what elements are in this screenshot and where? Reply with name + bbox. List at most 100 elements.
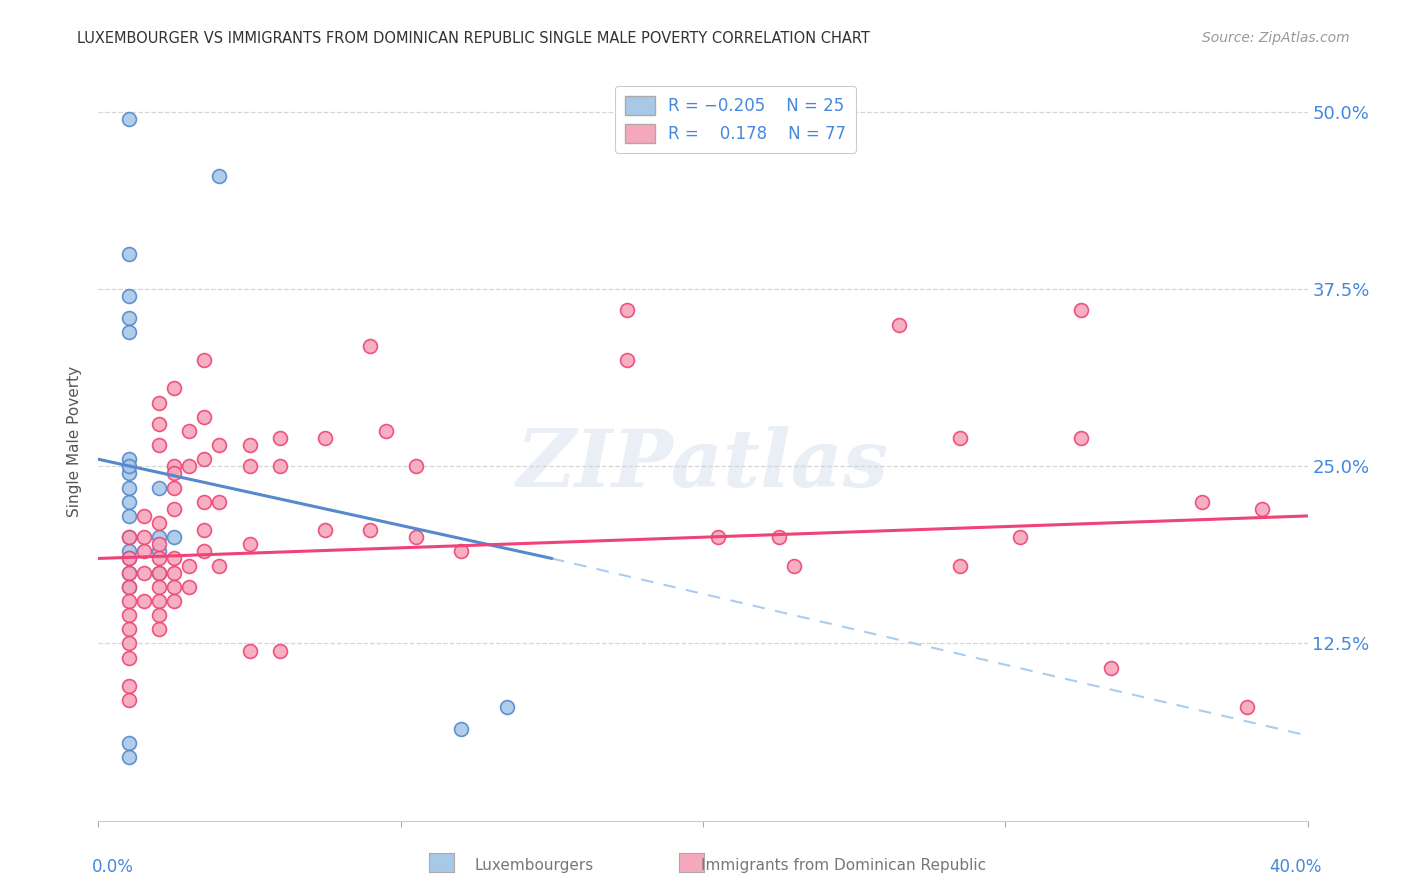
Point [239, 643, 262, 657]
Point [269, 643, 291, 657]
Point [148, 566, 170, 580]
Text: Luxembourgers: Luxembourgers [475, 858, 593, 873]
Point [949, 558, 972, 573]
Point [193, 409, 215, 424]
Point [163, 566, 186, 580]
Point [118, 467, 141, 481]
Point [118, 566, 141, 580]
Point [118, 246, 141, 260]
Point [616, 353, 638, 368]
Point [118, 608, 141, 623]
Point [163, 594, 186, 608]
Point [118, 594, 141, 608]
Point [1251, 501, 1274, 516]
Point [450, 722, 472, 736]
Point [179, 459, 201, 474]
Point [132, 508, 155, 523]
Point [179, 424, 201, 438]
Point [118, 508, 141, 523]
Point [118, 459, 141, 474]
Point [450, 544, 472, 558]
Point [314, 523, 336, 537]
Point [405, 530, 427, 544]
Point [132, 544, 155, 558]
Point [179, 558, 201, 573]
Point [193, 523, 215, 537]
Point [148, 438, 170, 452]
Point [889, 318, 911, 332]
Point [163, 381, 186, 395]
Point [949, 431, 972, 445]
Point [1010, 530, 1032, 544]
Point [1070, 431, 1092, 445]
Point [239, 459, 262, 474]
Point [118, 289, 141, 303]
Point [163, 580, 186, 594]
Text: Source: ZipAtlas.com: Source: ZipAtlas.com [1202, 31, 1350, 45]
Point [118, 325, 141, 339]
Text: 0.0%: 0.0% [91, 858, 134, 876]
Point [1236, 700, 1258, 714]
Point [148, 537, 170, 551]
Point [1099, 660, 1122, 674]
Point [208, 169, 231, 183]
Point [239, 438, 262, 452]
Point [118, 310, 141, 325]
Point [118, 693, 141, 707]
Point [1191, 495, 1213, 509]
Point [118, 530, 141, 544]
Point [118, 623, 141, 637]
Point [118, 750, 141, 764]
Point [179, 580, 201, 594]
Point [374, 424, 396, 438]
Point [148, 544, 170, 558]
Point [163, 530, 186, 544]
Point [118, 495, 141, 509]
Point [118, 530, 141, 544]
Point [616, 303, 638, 318]
Point [163, 459, 186, 474]
Point [768, 530, 790, 544]
Point [118, 650, 141, 665]
Point [118, 580, 141, 594]
Point [360, 523, 382, 537]
Point [495, 700, 517, 714]
Point [118, 566, 141, 580]
Point [148, 566, 170, 580]
Point [118, 544, 141, 558]
Point [132, 566, 155, 580]
Point [193, 495, 215, 509]
Point [208, 438, 231, 452]
Point [132, 530, 155, 544]
Point [783, 558, 806, 573]
Point [707, 530, 730, 544]
Text: Immigrants from Dominican Republic: Immigrants from Dominican Republic [702, 858, 986, 873]
Point [148, 481, 170, 495]
Point [163, 551, 186, 566]
Point [269, 431, 291, 445]
Point [163, 501, 186, 516]
Point [405, 459, 427, 474]
Point [193, 544, 215, 558]
Point [148, 594, 170, 608]
Point [193, 452, 215, 467]
Point [239, 537, 262, 551]
Point [118, 580, 141, 594]
Point [118, 481, 141, 495]
Point [148, 580, 170, 594]
Point [118, 452, 141, 467]
Point [314, 431, 336, 445]
Point [118, 551, 141, 566]
Point [163, 481, 186, 495]
Point [118, 636, 141, 650]
Point [118, 736, 141, 750]
Point [148, 395, 170, 409]
Y-axis label: Single Male Poverty: Single Male Poverty [67, 366, 83, 517]
Point [132, 594, 155, 608]
Point [148, 516, 170, 530]
Text: LUXEMBOURGER VS IMMIGRANTS FROM DOMINICAN REPUBLIC SINGLE MALE POVERTY CORRELATI: LUXEMBOURGER VS IMMIGRANTS FROM DOMINICA… [77, 31, 870, 46]
Point [193, 353, 215, 368]
Legend: R = −0.205    N = 25, R =    0.178    N = 77: R = −0.205 N = 25, R = 0.178 N = 77 [614, 86, 856, 153]
Point [269, 459, 291, 474]
Point [208, 558, 231, 573]
